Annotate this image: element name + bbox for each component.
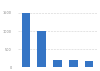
- Bar: [53, 60, 62, 67]
- Bar: [37, 31, 46, 67]
- Bar: [85, 61, 93, 67]
- Bar: [22, 13, 30, 67]
- Bar: [69, 60, 78, 67]
